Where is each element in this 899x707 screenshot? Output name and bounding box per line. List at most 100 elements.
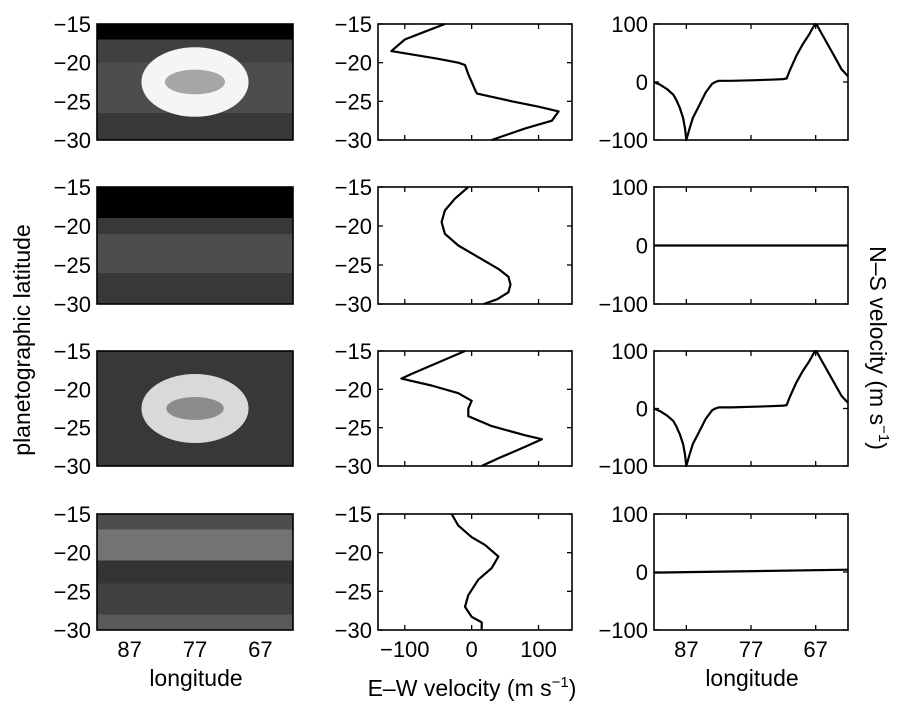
row1-ew-background xyxy=(378,24,572,140)
row4-image-xtick-label: 87 xyxy=(117,637,141,662)
row4-ns-ytick-label: −100 xyxy=(598,618,648,643)
row3-image-ytick-label: −20 xyxy=(54,377,91,402)
row3-ns-ytick-label: 100 xyxy=(611,339,648,364)
row2-ew-ytick-label: −25 xyxy=(335,253,372,278)
row4-ns-xtick-label: 87 xyxy=(674,637,698,662)
row4-ew-frame xyxy=(377,513,573,631)
row4-image-xtick-label: 67 xyxy=(248,637,272,662)
row2-ew-panel: −15 −20 −25 −30 xyxy=(335,175,573,317)
row1-image-vortex-inner xyxy=(164,69,226,95)
ylabel-planetographic-latitude: planetographic latitude xyxy=(9,224,35,455)
row2-ns-ytick-label: 100 xyxy=(611,175,648,200)
row4-ns-xtick-label: 77 xyxy=(739,637,763,662)
row2-ew-series-line xyxy=(440,186,512,306)
row2-ns-panel: 100 0 −100 xyxy=(598,175,849,317)
row3-ew-panel: −15 −20 −25 −30 xyxy=(335,339,573,479)
row3-ew-ytick-label: −25 xyxy=(335,416,372,441)
row4-ns-series-line xyxy=(653,568,849,574)
row1-ew-ytick-label: −25 xyxy=(335,89,372,114)
row1-ew-series-line xyxy=(390,22,560,142)
row4-image-bands xyxy=(97,514,293,630)
row1-image-ytick-label: −20 xyxy=(54,51,91,76)
row3-ew-ytick-label: −30 xyxy=(335,454,372,479)
row1-ew-ytick-label: −15 xyxy=(335,12,372,37)
row1-image-ytick-label: −25 xyxy=(54,89,91,114)
panels: −15 −20 −25 −30 −15 −20 −25 −30 100 0 −100 −15 −20 −2… xyxy=(54,12,849,662)
row1-ns-background xyxy=(654,24,848,140)
row3-image-frame xyxy=(96,350,294,467)
row1-image-panel: −15 −20 −25 −30 xyxy=(54,12,294,153)
row3-ew-ytick-label: −15 xyxy=(335,339,372,364)
row1-ew-ytick-label: −30 xyxy=(335,128,372,153)
row3-image-ytick-label: −15 xyxy=(54,339,91,364)
row1-ns-ytick-label: 100 xyxy=(611,12,648,37)
xlabel-ew-velocity-exp: −1 xyxy=(552,674,569,691)
row4-ew-ytick-label: −20 xyxy=(335,541,372,566)
row1-ns-series-line xyxy=(653,22,849,142)
row4-ew-ytick-label: −15 xyxy=(335,502,372,527)
row4-image-ytick-label: −25 xyxy=(54,579,91,604)
row2-image-ytick-label: −20 xyxy=(54,214,91,239)
row1-ew-ytick-label: −20 xyxy=(335,51,372,76)
row3-image-ytick-label: −30 xyxy=(54,454,91,479)
row4-ns-ytick-label: 0 xyxy=(636,560,648,585)
row4-ns-panel: 100 0 −100 87 77 67 xyxy=(598,502,849,662)
row1-ns-panel: 100 0 −100 xyxy=(598,12,849,153)
row4-ew-ytick-label: −25 xyxy=(335,579,372,604)
row2-image-ytick-label: −15 xyxy=(54,175,91,200)
row2-ew-ytick-label: −20 xyxy=(335,214,372,239)
row2-image-panel: −15 −20 −25 −30 xyxy=(54,175,294,317)
row4-image-panel: −15 −20 −25 −30 87 77 67 xyxy=(54,502,294,662)
row3-ns-panel: 100 0 −100 xyxy=(598,339,849,479)
row1-image-frame xyxy=(96,23,294,141)
row4-ns-xtick-label: 67 xyxy=(803,637,827,662)
row4-ew-xtick-label: −100 xyxy=(380,637,430,662)
row4-ew-ytick-label: −30 xyxy=(335,618,372,643)
row4-ew-xtick-label: 0 xyxy=(466,637,478,662)
row3-ew-frame xyxy=(377,350,573,467)
row2-ew-frame xyxy=(377,186,573,305)
ylabel-ns-velocity-end: ) xyxy=(865,442,891,450)
xlabel-ew-velocity-end: ) xyxy=(569,675,577,701)
row2-image-ytick-label: −30 xyxy=(54,292,91,317)
row1-ns-ytick-label: 0 xyxy=(636,70,648,95)
row3-image-panel: −15 −20 −25 −30 xyxy=(54,339,294,479)
row4-image-ytick-label: −15 xyxy=(54,502,91,527)
ylabel-ns-velocity-exp: −1 xyxy=(875,425,892,442)
row1-ns-ytick-label: −100 xyxy=(598,128,648,153)
xlabel-ew-velocity: E–W velocity (m s−1) xyxy=(368,674,577,701)
row2-ns-ytick-label: 0 xyxy=(636,234,648,259)
row4-image-frame xyxy=(96,513,294,631)
row2-ew-background xyxy=(378,187,572,304)
row2-ns-ytick-label: −100 xyxy=(598,292,648,317)
row3-image-vortex-inner xyxy=(166,397,224,420)
row3-ew-series-line xyxy=(400,349,543,467)
row3-image-ytick-label: −25 xyxy=(54,416,91,441)
row4-ns-ytick-label: 100 xyxy=(611,502,648,527)
row4-ew-panel: −15 −20 −25 −30 −100 0 100 xyxy=(335,502,573,662)
row3-ew-ytick-label: −20 xyxy=(335,377,372,402)
ylabel-ns-velocity: N–S velocity (m s−1) xyxy=(865,246,892,450)
row1-ew-frame xyxy=(377,23,573,141)
xlabel-longitude-left: longitude xyxy=(149,665,242,691)
row2-ew-ytick-label: −15 xyxy=(335,175,372,200)
row1-ew-panel: −15 −20 −25 −30 xyxy=(335,12,573,153)
ylabel-ns-velocity-main: N–S velocity (m s xyxy=(865,246,891,425)
row4-ew-series-line xyxy=(450,513,500,630)
row4-ew-background xyxy=(378,514,572,630)
row4-image-ytick-label: −20 xyxy=(54,541,91,566)
row2-image-ytick-label: −25 xyxy=(54,253,91,278)
row3-ns-background xyxy=(654,351,848,466)
row1-image-ytick-label: −15 xyxy=(54,12,91,37)
row2-image-bands xyxy=(97,187,293,304)
row1-image-ytick-label: −30 xyxy=(54,128,91,153)
xlabel-ew-velocity-main: E–W velocity (m s xyxy=(368,675,552,701)
row4-image-xtick-label: 77 xyxy=(183,637,207,662)
xlabel-longitude-right: longitude xyxy=(705,665,798,691)
row4-ew-xtick-label: 100 xyxy=(520,637,557,662)
row3-ew-background xyxy=(378,351,572,466)
row2-image-frame xyxy=(96,186,294,305)
row3-ns-ytick-label: −100 xyxy=(598,454,648,479)
row3-ns-series-line xyxy=(653,349,849,468)
